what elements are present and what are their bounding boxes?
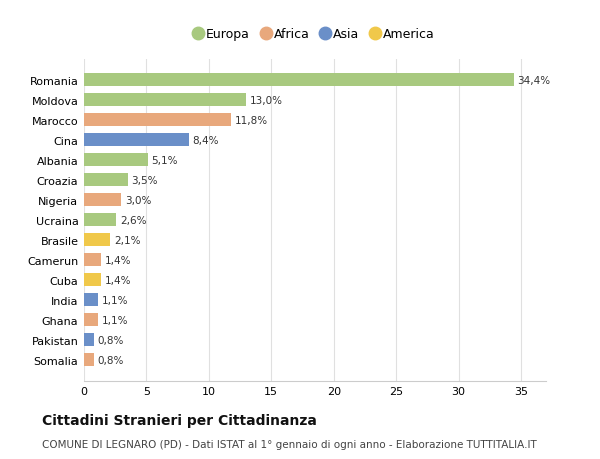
Bar xyxy=(84,313,98,326)
Text: 11,8%: 11,8% xyxy=(235,116,268,126)
Bar xyxy=(84,254,101,267)
Bar xyxy=(84,214,116,227)
Bar xyxy=(84,334,94,347)
Bar xyxy=(84,154,148,167)
Text: 5,1%: 5,1% xyxy=(151,156,178,166)
Text: 1,4%: 1,4% xyxy=(105,275,132,285)
Bar xyxy=(84,174,128,187)
Bar xyxy=(84,234,110,247)
Text: 1,4%: 1,4% xyxy=(105,255,132,265)
Text: Cittadini Stranieri per Cittadinanza: Cittadini Stranieri per Cittadinanza xyxy=(42,414,317,428)
Text: 34,4%: 34,4% xyxy=(517,76,550,86)
Bar xyxy=(84,114,232,127)
Text: 3,0%: 3,0% xyxy=(125,196,152,205)
Text: 2,6%: 2,6% xyxy=(120,215,147,225)
Text: 1,1%: 1,1% xyxy=(101,315,128,325)
Bar xyxy=(84,353,94,366)
Bar xyxy=(84,194,121,207)
Text: 8,4%: 8,4% xyxy=(193,135,219,146)
Bar xyxy=(84,134,189,147)
Text: 2,1%: 2,1% xyxy=(114,235,140,245)
Bar xyxy=(84,94,247,107)
Bar xyxy=(84,274,101,286)
Text: 0,8%: 0,8% xyxy=(98,355,124,365)
Text: 3,5%: 3,5% xyxy=(131,175,158,185)
Text: COMUNE DI LEGNARO (PD) - Dati ISTAT al 1° gennaio di ogni anno - Elaborazione TU: COMUNE DI LEGNARO (PD) - Dati ISTAT al 1… xyxy=(42,440,537,449)
Text: 0,8%: 0,8% xyxy=(98,335,124,345)
Legend: Europa, Africa, Asia, America: Europa, Africa, Asia, America xyxy=(191,24,439,45)
Text: 1,1%: 1,1% xyxy=(101,295,128,305)
Bar xyxy=(84,294,98,307)
Bar xyxy=(84,74,514,87)
Text: 13,0%: 13,0% xyxy=(250,96,283,106)
